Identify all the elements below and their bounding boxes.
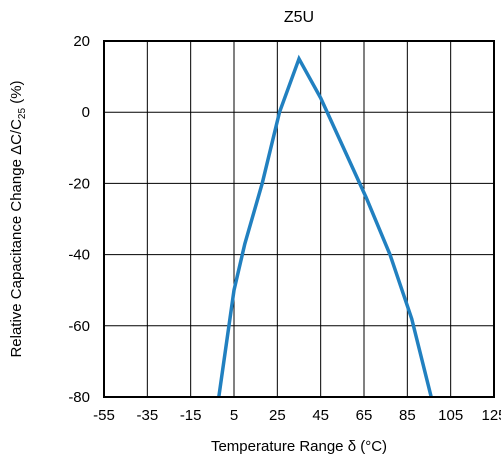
y-tick-label: -20 bbox=[68, 175, 90, 192]
plot-frame bbox=[103, 40, 495, 398]
x-tick-label: 5 bbox=[230, 407, 238, 424]
y-tick-label: -80 bbox=[68, 389, 90, 406]
x-tick-label: 45 bbox=[312, 407, 329, 424]
y-axis-label-subscript: 25 bbox=[17, 108, 28, 120]
y-tick-label: 20 bbox=[73, 33, 90, 50]
chart-title: Z5U bbox=[284, 9, 314, 26]
x-tick-label: -15 bbox=[180, 407, 202, 424]
x-tick-label: 125 bbox=[481, 407, 501, 424]
x-tick-label: 25 bbox=[269, 407, 286, 424]
y-axis-label: Relative Capacitance Change ΔC/C25 (%) bbox=[8, 80, 28, 357]
y-tick-label: 0 bbox=[82, 104, 90, 121]
x-axis-label: Temperature Range δ (°C) bbox=[211, 438, 387, 455]
series-line bbox=[217, 54, 433, 398]
y-axis-label-suffix: (%) bbox=[8, 80, 25, 108]
y-tick-label: -60 bbox=[68, 318, 90, 335]
y-axis-label-main: Relative Capacitance Change ΔC/C bbox=[8, 119, 25, 358]
y-tick-label: -40 bbox=[68, 247, 90, 264]
x-tick-label: 65 bbox=[356, 407, 373, 424]
tick-labels: -55 -35 -15 5 25 45 65 85 105 125 -80 -60 -40 -20 0 20 bbox=[68, 33, 501, 424]
x-tick-label: -55 bbox=[93, 407, 115, 424]
x-tick-label: -35 bbox=[136, 407, 158, 424]
data-series-layer bbox=[217, 54, 433, 398]
x-tick-label: 105 bbox=[438, 407, 463, 424]
x-tick-label: 85 bbox=[399, 407, 416, 424]
